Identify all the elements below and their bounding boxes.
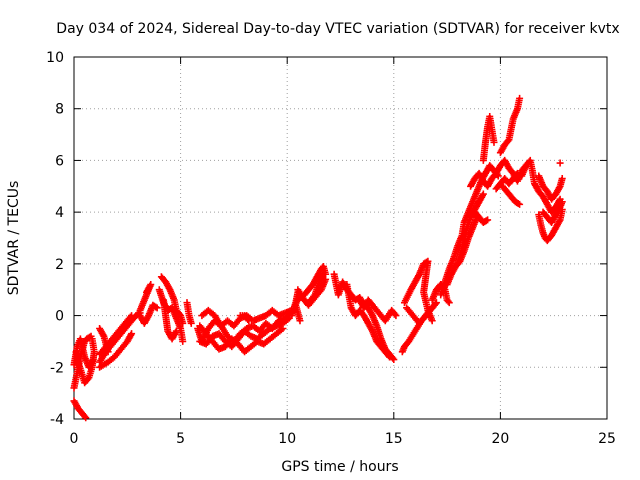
data-point [142, 288, 150, 296]
plot-frame [73, 56, 608, 420]
data-point [490, 138, 498, 146]
data-point [516, 94, 524, 102]
y-tick-label: 8 [55, 102, 64, 118]
x-tick-label: 20 [491, 431, 509, 447]
data-series-sdtvar [70, 94, 566, 422]
y-tick-label: 2 [55, 257, 64, 273]
data-point [484, 216, 492, 224]
data-point [82, 414, 90, 422]
y-tick-label: 6 [55, 153, 64, 169]
data-point [128, 330, 136, 338]
data-point [279, 325, 287, 332]
data-point [152, 303, 160, 311]
grid-lines [74, 57, 607, 419]
x-tick-label: 25 [598, 431, 616, 447]
y-tick-label: 10 [46, 50, 64, 66]
data-point [179, 337, 187, 345]
data-point [104, 348, 112, 356]
x-tick-label: 0 [70, 431, 79, 447]
data-point [428, 317, 436, 325]
x-tick-label: 10 [278, 431, 296, 447]
y-tick-label: 0 [55, 309, 64, 325]
x-tick-label: 5 [176, 431, 185, 447]
data-point [89, 356, 97, 364]
data-point [384, 352, 392, 360]
data-point [81, 412, 89, 420]
data-point [445, 299, 453, 307]
data-point [479, 190, 487, 198]
data-point [516, 200, 524, 208]
data-point [319, 270, 327, 278]
data-point [431, 300, 439, 308]
data-point [390, 356, 398, 364]
data-point [558, 198, 566, 206]
data-point [245, 317, 253, 325]
data-point [391, 310, 399, 318]
x-axis-label: GPS time / hours [281, 459, 398, 475]
data-point [386, 353, 394, 361]
data-point [482, 217, 490, 225]
x-tick-label: 15 [385, 431, 403, 447]
y-tick-label: -2 [50, 360, 64, 376]
data-point [432, 299, 440, 307]
data-point [504, 137, 512, 145]
data-point [444, 297, 452, 305]
y-tick-label: 4 [55, 205, 64, 221]
data-point [244, 315, 252, 323]
data-point [512, 171, 520, 179]
data-point [558, 175, 566, 183]
data-point [514, 200, 522, 208]
y-tick-label: -4 [50, 412, 64, 428]
data-point [296, 317, 304, 325]
data-point [513, 169, 521, 177]
y-axis: -4 -2 0 2 4 6 8 10 [46, 50, 607, 428]
data-point [556, 159, 564, 167]
data-point [128, 312, 136, 320]
data-point [153, 304, 161, 312]
data-point [88, 335, 96, 343]
data-point [389, 354, 397, 362]
y-axis-label: SDTVAR / TECUs [6, 181, 22, 296]
data-point [392, 312, 400, 320]
chart-title: Day 034 of 2024, Sidereal Day-to-day VTE… [56, 21, 619, 37]
data-point [187, 319, 195, 327]
x-axis: 0 5 10 15 20 25 [70, 57, 616, 447]
